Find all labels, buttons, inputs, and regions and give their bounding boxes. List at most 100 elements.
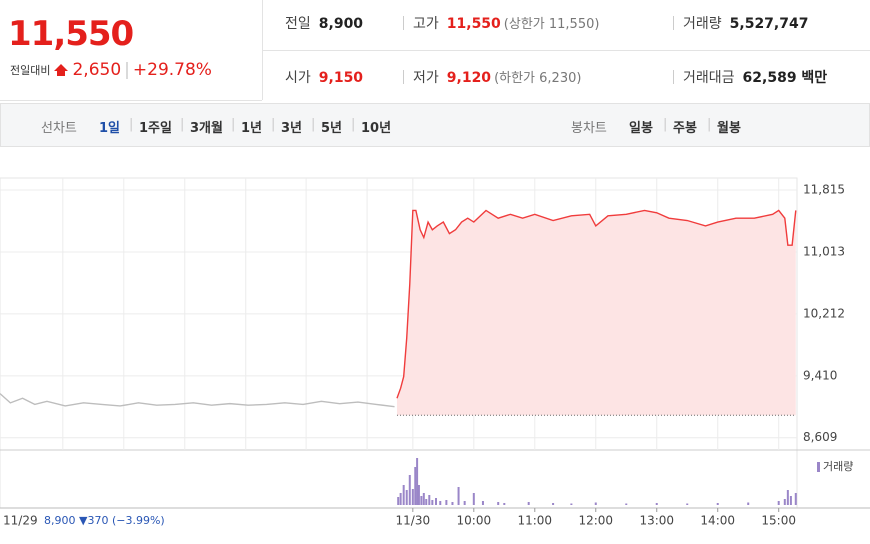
period-tab[interactable]: 1일: [99, 121, 121, 136]
volume-bar: [408, 475, 411, 505]
volume-bar: [472, 493, 475, 505]
period-tab[interactable]: 1년: [241, 121, 263, 136]
period-tab[interactable]: 3개월: [190, 121, 223, 136]
volume-bar: [552, 503, 555, 505]
change: 전일대비 2,650 | +29.78%: [10, 60, 212, 80]
x-tick-label: 12:00: [578, 514, 613, 528]
x-tick-label: 10:00: [457, 514, 492, 528]
y-tick-label: 11,013: [803, 244, 845, 258]
volume-bar: [747, 502, 750, 505]
volume-bar: [655, 503, 658, 505]
stat: 전일 8,900: [285, 13, 363, 33]
volume-bar: [420, 496, 423, 505]
volume-bar: [786, 490, 789, 505]
volume-bar: [399, 493, 402, 505]
period-tab[interactable]: 5년: [321, 121, 343, 136]
volume-bar: [457, 487, 460, 505]
tab-group-label: 선차트: [41, 121, 77, 136]
x-tick-label: 14:00: [700, 514, 735, 528]
candle-tab[interactable]: 월봉: [717, 121, 741, 136]
stat-label: 고가: [413, 16, 439, 32]
price-line: [396, 209, 797, 399]
volume-bar: [435, 498, 438, 505]
divider: |: [351, 117, 356, 132]
candle-tab[interactable]: 일봉: [629, 121, 653, 136]
stat-label: 저가: [413, 70, 439, 86]
stat-label: 거래량: [683, 16, 722, 32]
divider: |: [707, 117, 712, 132]
stat-note: (하한가 6,230): [494, 71, 582, 86]
change-amount: 2,650: [72, 60, 122, 80]
tab-group-label: 봉차트: [571, 121, 607, 136]
period-tab[interactable]: 3년: [281, 121, 303, 136]
volume-bar: [463, 501, 466, 505]
stat: 거래대금 62,589 백만: [683, 67, 827, 87]
divider: [403, 16, 404, 30]
period-tab[interactable]: 1주일: [139, 121, 172, 136]
stat-note: (상한가 11,550): [503, 17, 600, 32]
volume-bar: [428, 495, 431, 505]
divider: |: [231, 117, 236, 132]
volume-bar: [431, 500, 434, 505]
stat-value: 8,900: [318, 16, 364, 32]
y-tick-label: 11,815: [803, 182, 845, 196]
volume-bar: [422, 493, 425, 505]
volume-bar: [716, 503, 719, 505]
volume-bar: [397, 497, 400, 505]
prev-day-label: 11/29: [3, 514, 38, 528]
stat: 시가 9,150: [285, 67, 363, 87]
volume-bar: [527, 502, 530, 505]
divider: |: [271, 117, 276, 132]
divider: |: [180, 117, 185, 132]
legend-label: 거래량: [823, 460, 853, 473]
volume-bar: [570, 503, 573, 505]
volume-bar: [414, 467, 417, 505]
current-price: 11,550: [8, 14, 134, 54]
volume-bar: [794, 493, 797, 505]
stat-label: 시가: [285, 70, 311, 86]
row-divider: [0, 100, 262, 101]
y-tick-label: 10,212: [803, 306, 845, 320]
chart-tabs: 선차트 1일 | 1주일 | 3개월 | 1년 | 3년 | 5년 | 10년 봉차트 일봉 | 주봉 | 월봉: [0, 103, 870, 147]
divider: |: [663, 117, 668, 132]
divider: |: [124, 60, 130, 80]
volume-bar: [445, 500, 448, 505]
volume-bar: [451, 502, 454, 505]
price-summary: 11,550 전일대비 2,650 | +29.78%: [0, 0, 263, 100]
volume-bar: [402, 485, 405, 505]
volume-bar: [411, 489, 414, 505]
y-tick-label: 8,609: [803, 430, 837, 444]
volume-bar: [439, 501, 442, 505]
volume-bar: [594, 502, 597, 505]
stat: 저가 9,120 (하한가 6,230): [413, 67, 581, 87]
candle-tab[interactable]: 주봉: [673, 121, 697, 136]
divider: |: [311, 117, 316, 132]
stat-value: 9,150: [318, 70, 364, 86]
volume-bar: [416, 458, 419, 505]
volume-bar: [425, 499, 428, 505]
volume-bar: [405, 490, 408, 505]
volume-bar: [503, 503, 506, 505]
stat: 고가 11,550 (상한가 11,550): [413, 13, 599, 33]
x-tick-label: 13:00: [639, 514, 674, 528]
y-tick-label: 9,410: [803, 368, 837, 382]
volume-bar: [789, 496, 792, 505]
legend-swatch: [817, 462, 820, 472]
change-label: 전일대비: [10, 64, 51, 77]
divider: [673, 70, 674, 84]
prev-day-summary: 8,900 ▼370 (−3.99%): [44, 514, 165, 527]
up-icon: [54, 64, 69, 76]
divider: [403, 70, 404, 84]
volume-bar: [625, 503, 628, 505]
stat-label: 거래대금: [683, 70, 735, 86]
stat-value: 5,527,747: [729, 16, 809, 32]
price-line: [0, 393, 395, 408]
x-tick-label: 11:00: [517, 514, 552, 528]
volume-bar: [783, 499, 786, 505]
stat: 거래량 5,527,747: [683, 13, 808, 33]
area-fill: [396, 210, 796, 416]
period-tab[interactable]: 10년: [361, 121, 392, 136]
